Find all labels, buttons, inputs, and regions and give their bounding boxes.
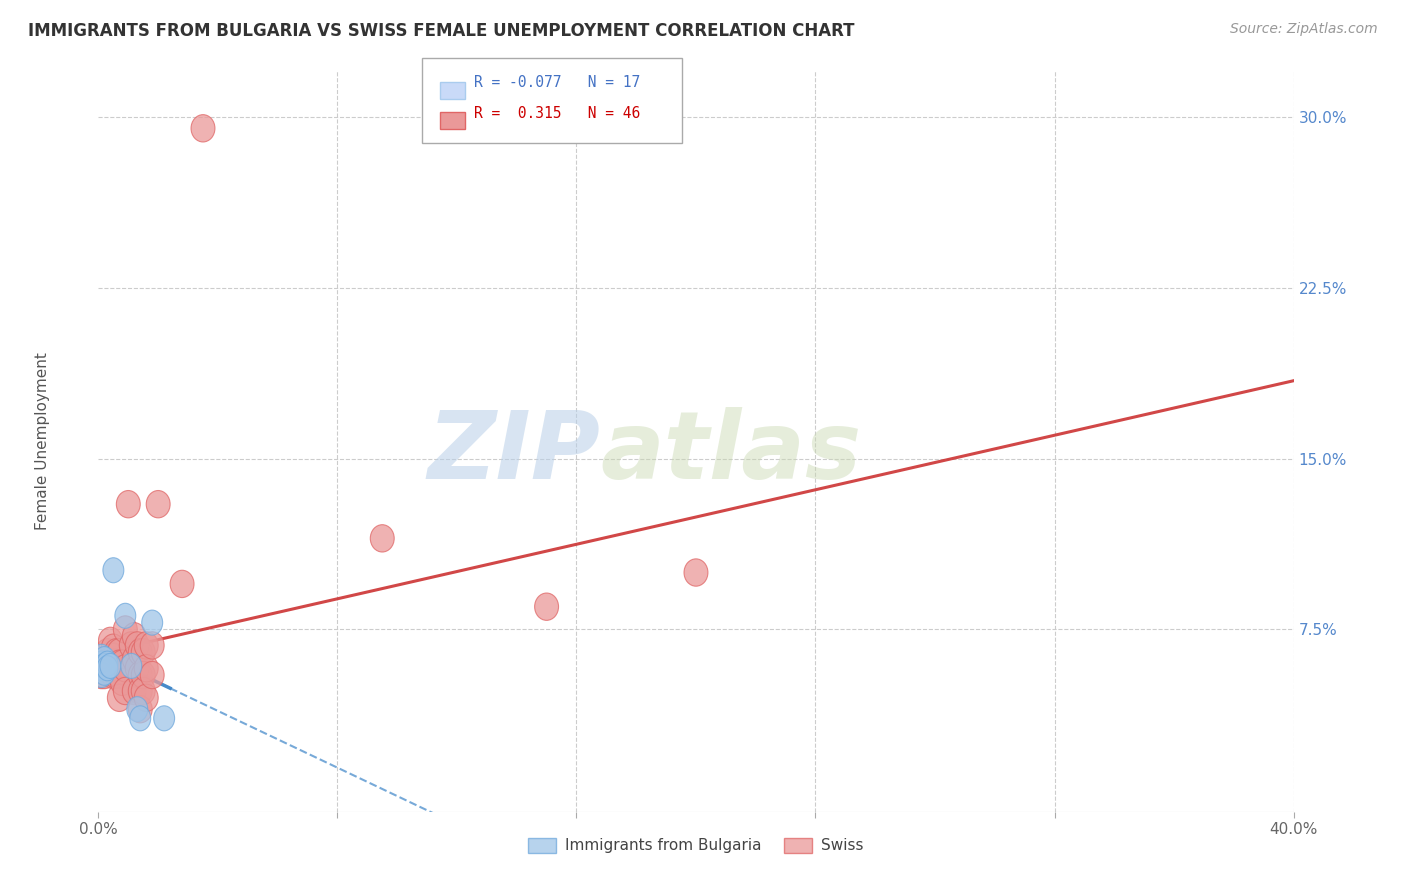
Y-axis label: Female Unemployment: Female Unemployment — [35, 352, 49, 531]
Ellipse shape — [153, 706, 174, 731]
Ellipse shape — [122, 646, 146, 673]
Ellipse shape — [370, 524, 394, 552]
Ellipse shape — [111, 650, 135, 677]
Ellipse shape — [121, 654, 142, 679]
Ellipse shape — [98, 655, 122, 681]
Ellipse shape — [128, 661, 152, 689]
Ellipse shape — [117, 491, 141, 518]
Ellipse shape — [125, 655, 149, 681]
Ellipse shape — [146, 491, 170, 518]
Ellipse shape — [114, 655, 138, 681]
Ellipse shape — [90, 661, 114, 689]
Ellipse shape — [127, 697, 148, 722]
Ellipse shape — [104, 661, 128, 689]
Ellipse shape — [131, 677, 155, 705]
Text: atlas: atlas — [600, 407, 862, 499]
Text: R = -0.077   N = 17: R = -0.077 N = 17 — [474, 75, 640, 90]
Ellipse shape — [96, 650, 120, 677]
Ellipse shape — [131, 661, 155, 689]
Ellipse shape — [97, 656, 118, 681]
Ellipse shape — [120, 632, 143, 659]
Ellipse shape — [96, 639, 120, 666]
Ellipse shape — [107, 639, 131, 666]
Text: Source: ZipAtlas.com: Source: ZipAtlas.com — [1230, 22, 1378, 37]
Ellipse shape — [131, 639, 155, 666]
Ellipse shape — [122, 677, 146, 705]
Ellipse shape — [534, 593, 558, 620]
Ellipse shape — [128, 696, 152, 723]
Ellipse shape — [94, 660, 115, 685]
Ellipse shape — [98, 627, 122, 655]
Ellipse shape — [93, 650, 117, 677]
Ellipse shape — [141, 632, 165, 659]
Ellipse shape — [91, 644, 112, 669]
Ellipse shape — [91, 651, 112, 676]
Ellipse shape — [101, 634, 125, 661]
Ellipse shape — [111, 668, 135, 696]
Ellipse shape — [100, 654, 121, 679]
Ellipse shape — [135, 655, 159, 681]
Text: R =  0.315   N = 46: R = 0.315 N = 46 — [474, 106, 640, 121]
Ellipse shape — [103, 558, 124, 582]
Ellipse shape — [129, 706, 150, 731]
Ellipse shape — [91, 663, 112, 688]
Ellipse shape — [128, 677, 152, 705]
Ellipse shape — [685, 559, 709, 586]
Ellipse shape — [191, 115, 215, 142]
Ellipse shape — [170, 570, 194, 598]
Ellipse shape — [115, 603, 136, 628]
Ellipse shape — [142, 610, 163, 635]
Ellipse shape — [94, 647, 115, 672]
Ellipse shape — [101, 643, 125, 671]
Ellipse shape — [107, 661, 131, 689]
Ellipse shape — [125, 632, 149, 659]
Ellipse shape — [135, 684, 159, 712]
Ellipse shape — [107, 684, 131, 712]
Ellipse shape — [94, 654, 115, 679]
Ellipse shape — [104, 639, 128, 666]
Ellipse shape — [122, 623, 146, 650]
Text: IMMIGRANTS FROM BULGARIA VS SWISS FEMALE UNEMPLOYMENT CORRELATION CHART: IMMIGRANTS FROM BULGARIA VS SWISS FEMALE… — [28, 22, 855, 40]
Ellipse shape — [107, 650, 131, 677]
Legend: Immigrants from Bulgaria, Swiss: Immigrants from Bulgaria, Swiss — [522, 831, 870, 860]
Ellipse shape — [141, 661, 165, 689]
Ellipse shape — [128, 639, 152, 666]
Ellipse shape — [91, 656, 112, 681]
Ellipse shape — [114, 677, 138, 705]
Text: ZIP: ZIP — [427, 407, 600, 499]
Ellipse shape — [97, 651, 118, 676]
Ellipse shape — [101, 661, 125, 689]
Ellipse shape — [135, 632, 159, 659]
Ellipse shape — [114, 615, 138, 643]
Ellipse shape — [93, 661, 117, 689]
